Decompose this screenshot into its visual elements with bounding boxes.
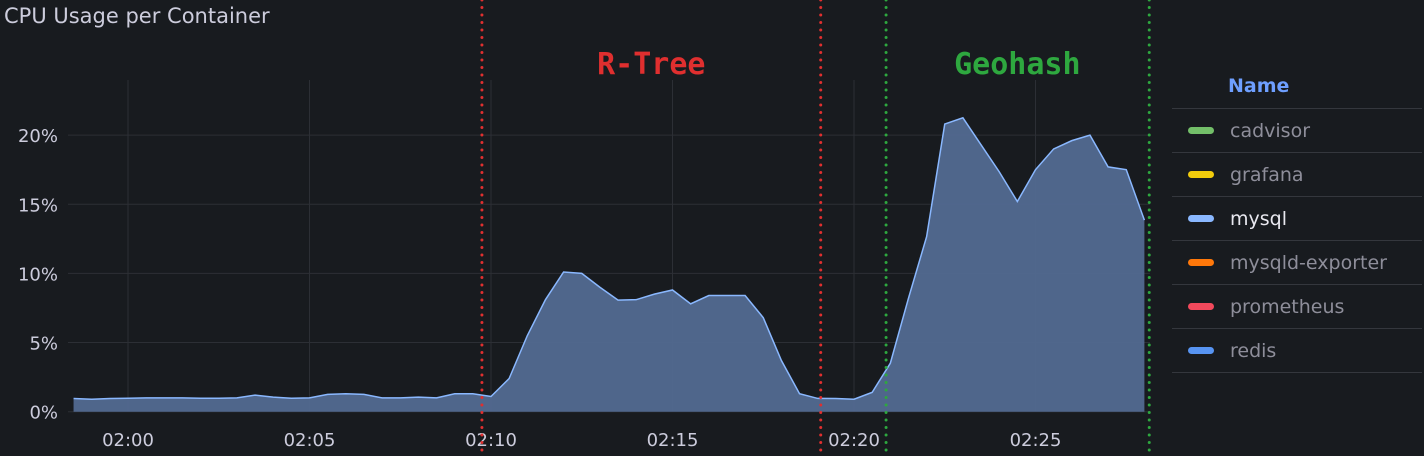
legend-label: mysql [1230,207,1287,230]
legend-swatch [1188,303,1214,310]
legend-label: grafana [1230,163,1304,186]
y-axis-ticks: 0% 5% 10% 15% 20% [18,126,58,424]
legend: Name cadvisor grafana mysql mysqld-exporter… [1172,64,1422,373]
legend-item-mysql[interactable]: mysql [1172,197,1422,241]
annotation-label: Geohash [954,47,1080,82]
legend-item-grafana[interactable]: grafana [1172,153,1422,197]
legend-swatch [1188,127,1214,134]
y-tick-label: 10% [18,264,58,285]
y-tick-label: 20% [18,126,58,147]
panel-title: CPU Usage per Container [4,4,270,28]
series-area-mysql [73,117,1145,412]
y-tick-label: 0% [29,403,58,424]
annotation-layer: R-Tree Geohash [480,0,1151,456]
x-tick-label: 02:20 [828,430,880,451]
legend-swatch [1188,171,1214,178]
y-tick-label: 15% [18,195,58,216]
legend-label: cadvisor [1230,119,1311,142]
annotation-label: R-Tree [597,47,705,82]
cpu-usage-chart: 0%5%10%15%20% 02:00 02:05 02:10 02:15 02:20 0… [18,0,1151,456]
legend-swatch [1188,215,1214,222]
legend-label: mysqld-exporter [1230,251,1387,274]
legend-item-prometheus[interactable]: prometheus [1172,285,1422,329]
legend-item-redis[interactable]: redis [1172,329,1422,373]
y-tick-label: 5% [29,334,58,355]
legend-swatch [1188,259,1214,266]
x-axis-ticks: 02:00 02:05 02:10 02:15 02:20 02:25 [102,430,1061,451]
x-tick-label: 02:15 [647,430,699,451]
x-tick-label: 02:25 [1010,430,1062,451]
legend-item-mysqld-exporter[interactable]: mysqld-exporter [1172,241,1422,285]
series-layer [73,116,1146,412]
series-line-mysql [73,116,1146,401]
x-tick-label: 02:00 [102,430,154,451]
legend-header[interactable]: Name [1172,64,1422,109]
legend-label: redis [1230,339,1277,362]
x-tick-label: 02:05 [284,430,336,451]
x-tick-label: 02:10 [465,430,517,451]
legend-item-cadvisor[interactable]: cadvisor [1172,109,1422,153]
legend-label: prometheus [1230,295,1345,318]
legend-swatch [1188,347,1214,354]
